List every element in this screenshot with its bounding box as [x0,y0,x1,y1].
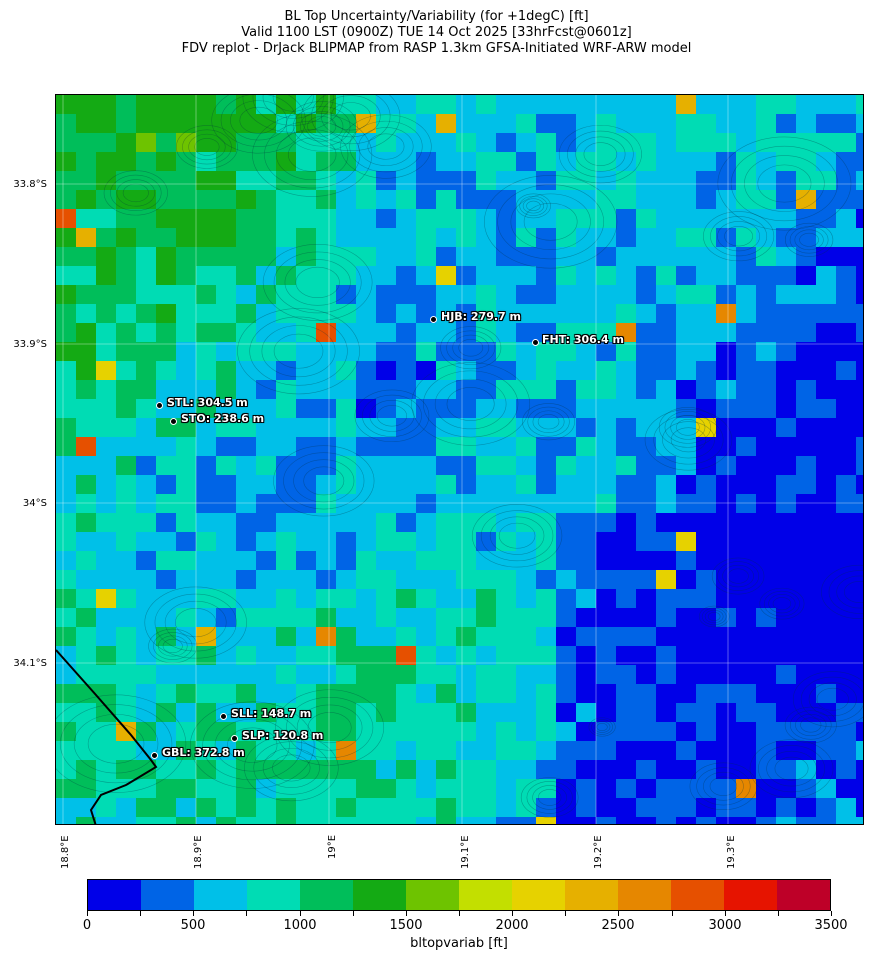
lat-label-33-9: 33.9°S [13,339,47,350]
colorbar-segment [512,880,565,910]
colorbar-segment [565,880,618,910]
colorbar-segment [777,880,830,910]
colorbar-tick-1500: 1500 [389,918,423,933]
colorbar-tick-2000: 2000 [495,918,529,933]
colorbar-tickmark [140,911,141,916]
map-panel [55,94,864,825]
colorbar-tickmark [87,911,88,916]
colorbar-tick-500: 500 [180,918,206,933]
colorbar-tickmark [618,911,619,916]
title-line-2: Valid 1100 LST (0900Z) TUE 14 Oct 2025 [… [241,25,632,40]
colorbar-tickmark [459,911,460,916]
station-label-gbl: GBL: 372.8 m [162,746,245,759]
colorbar-tickmark [193,911,194,916]
lat-label-33-8: 33.8°S [13,179,47,190]
colorbar-segment [459,880,512,910]
colorbar-tickmark [672,911,673,916]
colorbar-segment [618,880,671,910]
colorbar-tickmark [831,911,832,916]
lat-label-34-1: 34.1°S [13,658,47,669]
lon-label-19-3: 19.3°E [726,835,737,869]
colorbar-tickmark [778,911,779,916]
colorbar-segment [247,880,300,910]
colorbar-tick-2500: 2500 [601,918,635,933]
colorbar-tickmark [406,911,407,916]
lon-label-19-2: 19.2°E [593,835,604,869]
station-marker-gbl[interactable] [151,752,158,759]
colorbar-tickmark [512,911,513,916]
station-marker-sll[interactable] [220,713,227,720]
colorbar-tick-3500: 3500 [814,918,848,933]
colorbar-tickmark [300,911,301,916]
colorbar-tick-1000: 1000 [283,918,317,933]
title-line-3: FDV replot - DrJack BLIPMAP from RASP 1.… [181,41,692,56]
lon-label-18-8: 18.8°E [60,835,71,869]
colorbar-label: bltopvariab [ft] [410,936,508,951]
station-marker-sto[interactable] [170,418,177,425]
station-label-fht: FHT: 306.4 m [542,333,624,346]
colorbar-tickmark [246,911,247,916]
colorbar-tick-3000: 3000 [708,918,742,933]
colorbar-segment [353,880,406,910]
coastline [56,649,158,824]
colorbar-tickmark [353,911,354,916]
colorbar-segment [406,880,459,910]
colorbar-segment [141,880,194,910]
station-marker-stl[interactable] [156,402,163,409]
station-marker-slp[interactable] [231,735,238,742]
title-line-1: BL Top Uncertainty/Variability (for +1de… [284,9,589,24]
lon-label-19-0: 19°E [327,834,338,859]
station-label-sto: STO: 238.6 m [181,412,265,425]
colorbar [87,879,831,911]
raster-field [56,95,863,824]
station-label-slp: SLP: 120.8 m [242,729,324,742]
station-marker-fht[interactable] [532,339,539,346]
colorbar-segment [88,880,141,910]
station-marker-hjb[interactable] [430,316,437,323]
lat-label-34-0: 34°S [22,498,47,509]
colorbar-segment [194,880,247,910]
lon-label-18-9: 18.9°E [193,835,204,869]
colorbar-segment [671,880,724,910]
station-label-stl: STL: 304.5 m [167,396,248,409]
lon-label-19-1: 19.1°E [460,835,471,869]
colorbar-tick-0: 0 [82,918,92,933]
colorbar-tickmark [565,911,566,916]
station-label-hjb: HJB: 279.7 m [441,310,521,323]
colorbar-segment [300,880,353,910]
station-label-sll: SLL: 148.7 m [231,707,312,720]
colorbar-tickmark [725,911,726,916]
colorbar-segment [724,880,777,910]
